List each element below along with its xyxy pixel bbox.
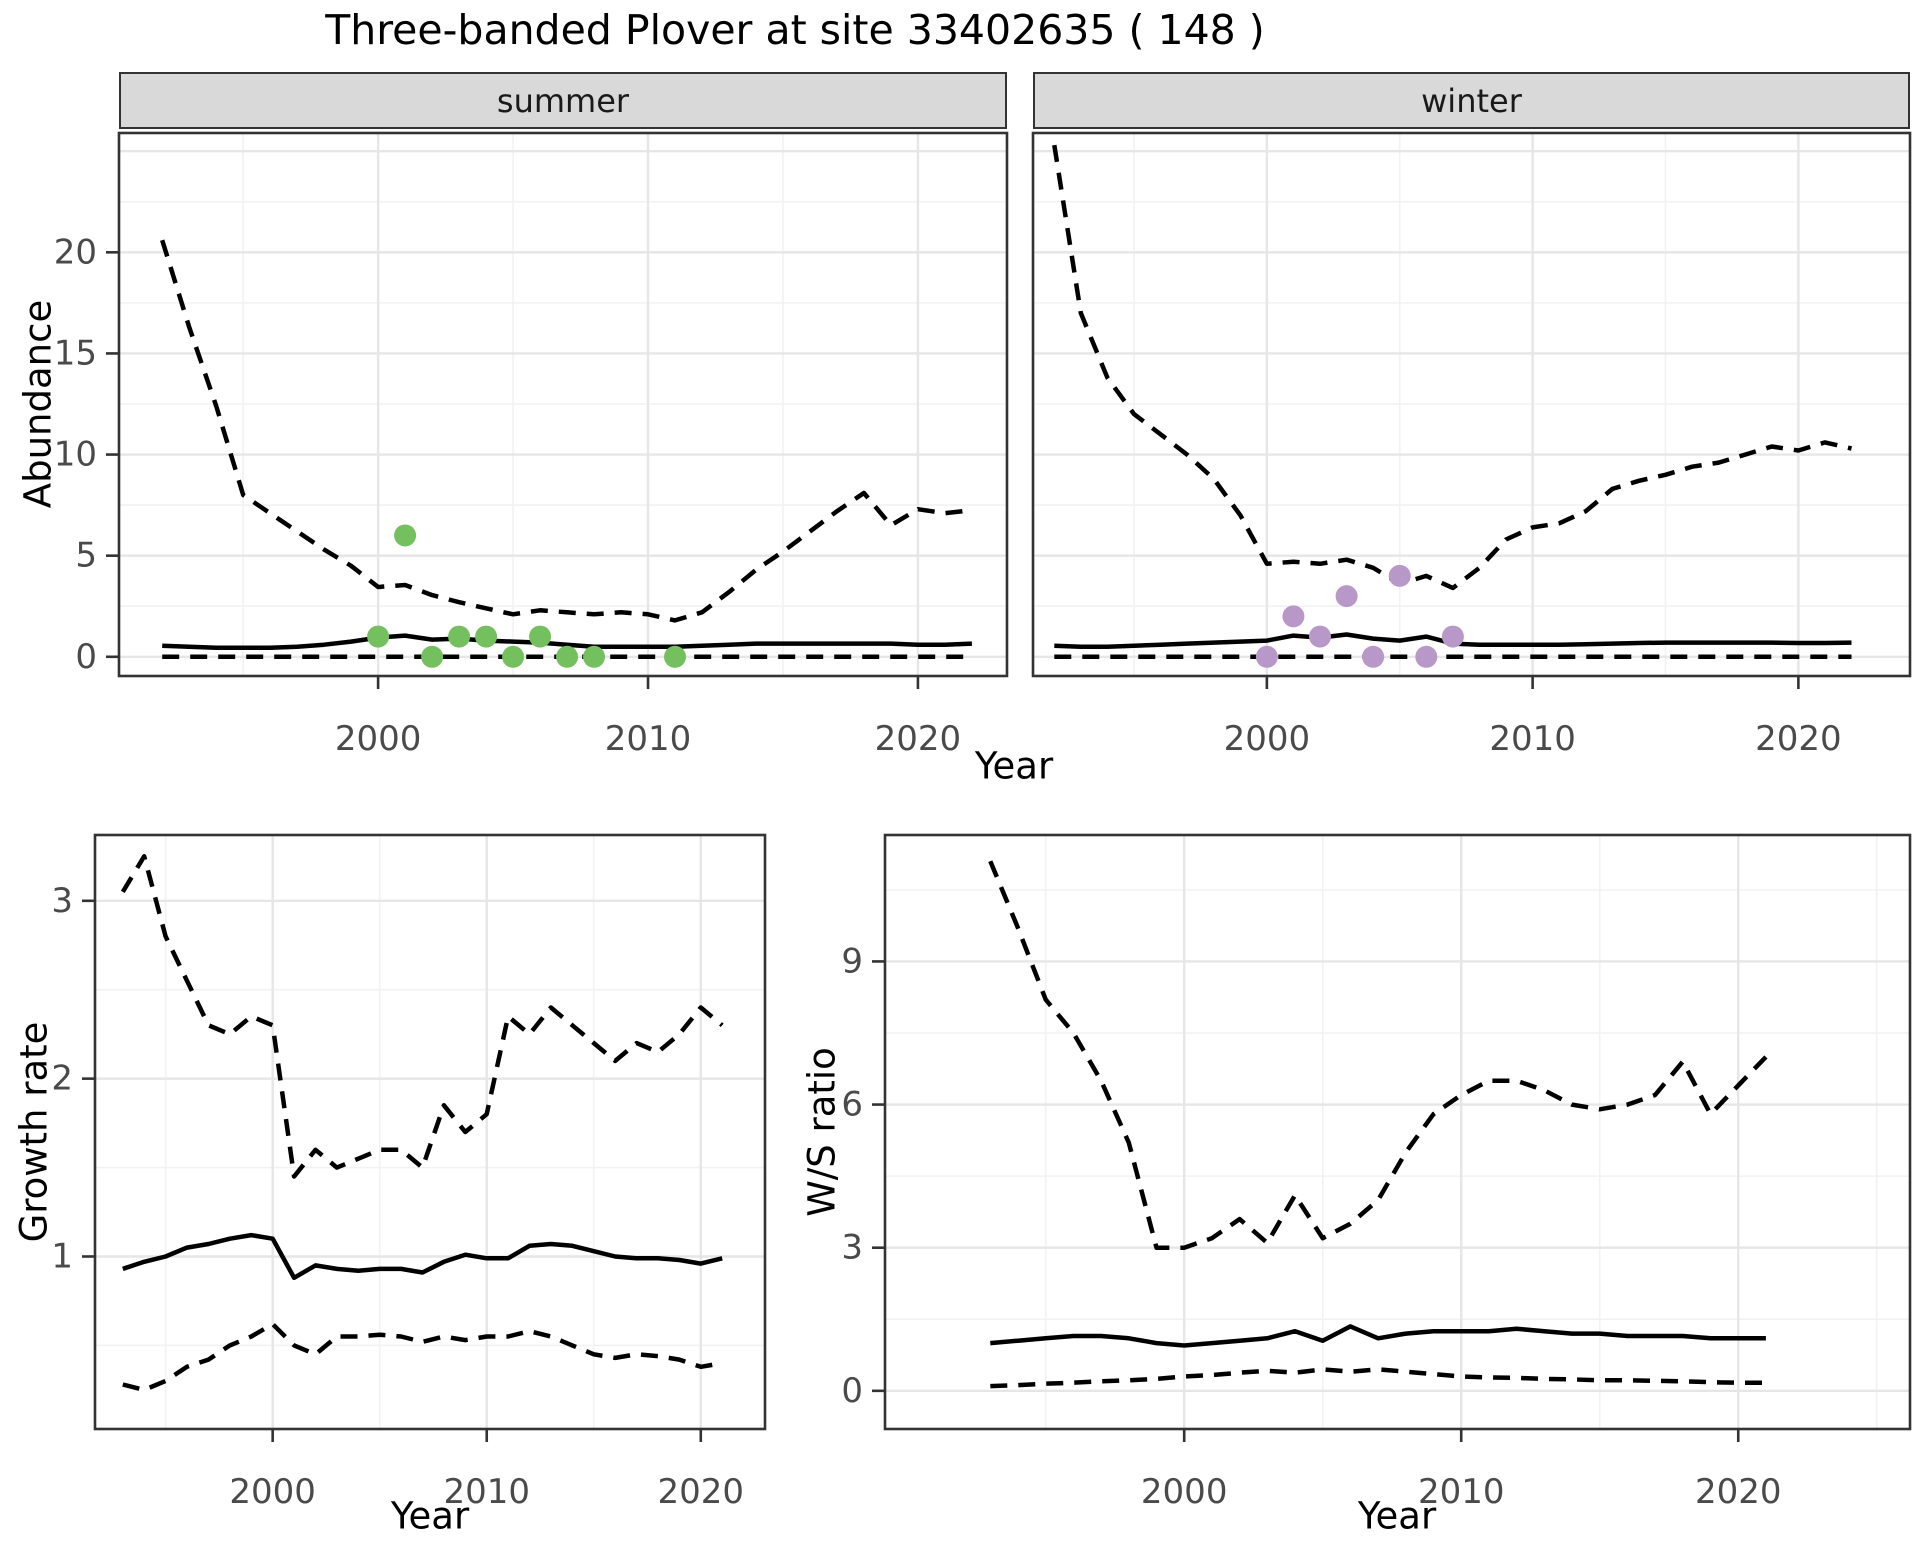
median-line <box>122 1232 723 1281</box>
x-axis-title-year-ws: Year <box>1357 1494 1437 1538</box>
x-axis-tick-label: 2010 <box>1489 719 1576 759</box>
x-axis-tick-label: 2020 <box>875 719 962 759</box>
x-axis-tick-label: 2010 <box>605 719 692 759</box>
facet-strip-summer: summer <box>119 72 1007 129</box>
observation-point <box>583 645 606 668</box>
upper-95ci-line <box>1052 144 1853 591</box>
observation-point <box>502 645 525 668</box>
x-axis-tick-label: 2000 <box>335 719 422 759</box>
observation-point <box>1309 625 1332 648</box>
observation-point <box>448 625 471 648</box>
page-title: Three-banded Plover at site 33402635 ( 1… <box>325 6 1265 54</box>
observation-point <box>529 625 552 648</box>
observation-point <box>475 625 498 648</box>
y-axis-tick-label: 15 <box>54 333 97 373</box>
x-axis-title-year-top: Year <box>974 744 1054 788</box>
upper-95ci-line <box>120 854 724 1179</box>
y-axis-tick-label: 0 <box>75 637 97 677</box>
panel-border <box>93 833 767 1431</box>
x-axis-tick-label: 2020 <box>1755 719 1842 759</box>
y-axis-tick-label: 2 <box>51 1059 73 1099</box>
lower-95ci-line <box>990 1367 1766 1389</box>
lower-95ci-line <box>122 1321 723 1393</box>
y-axis-tick-label: 10 <box>54 435 97 475</box>
observation-point <box>394 524 417 547</box>
facet-strip-winter: winter <box>1033 72 1910 129</box>
x-axis-tick-label: 2020 <box>658 1472 745 1512</box>
facet-strip-winter-label: winter <box>1421 81 1522 120</box>
x-axis-tick-label: 2010 <box>443 1472 530 1512</box>
observation-point <box>1388 564 1411 587</box>
panel-background <box>95 835 765 1429</box>
y-axis-tick-label: 9 <box>841 941 863 981</box>
observation-point <box>367 625 390 648</box>
observation-point <box>421 645 444 668</box>
panel-border <box>883 833 1912 1431</box>
upper-95ci-line <box>160 239 973 623</box>
y-axis-tick-label: 0 <box>841 1371 863 1411</box>
observation-point <box>1282 605 1305 628</box>
x-axis-tick-label: 2020 <box>1695 1472 1782 1512</box>
y-axis-tick-label: 6 <box>841 1085 863 1125</box>
facet-strip-summer-label: summer <box>496 81 630 120</box>
upper-95ci-line <box>988 860 1768 1250</box>
median-line <box>162 633 972 650</box>
median-line <box>990 1324 1766 1348</box>
y-axis-tick-label: 3 <box>51 881 73 921</box>
x-axis-tick-label: 2000 <box>1224 719 1311 759</box>
observation-point <box>1362 645 1385 668</box>
y-axis-tick-label: 3 <box>841 1228 863 1268</box>
panel-border <box>1031 131 1912 678</box>
observation-point <box>1255 645 1278 668</box>
panel-border <box>117 131 1009 678</box>
y-axis-tick-label: 20 <box>54 232 97 272</box>
y-axis-tick-label: 5 <box>75 536 97 576</box>
x-axis-tick-label: 2000 <box>1141 1472 1228 1512</box>
observation-point <box>1441 625 1464 648</box>
observation-point <box>1415 645 1438 668</box>
observation-point <box>664 645 687 668</box>
x-axis-title-year-growth: Year <box>390 1494 470 1538</box>
x-axis-tick-label: 2010 <box>1418 1472 1505 1512</box>
x-axis-tick-label: 2000 <box>229 1472 316 1512</box>
y-axis-tick-label: 1 <box>51 1236 73 1276</box>
observation-point <box>556 645 579 668</box>
observation-point <box>1335 585 1358 608</box>
